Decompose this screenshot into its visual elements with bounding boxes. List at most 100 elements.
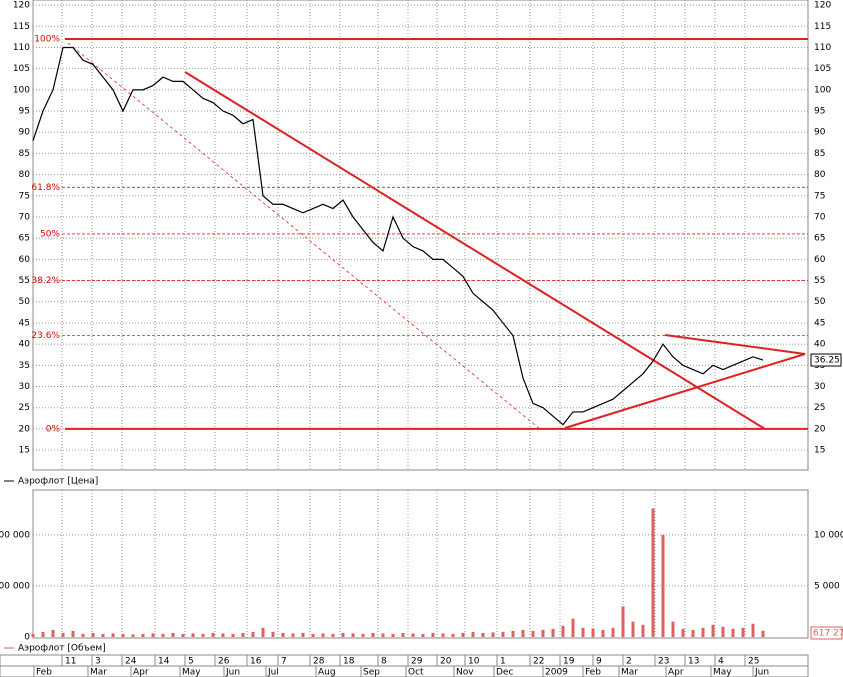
triangle-lower (564, 353, 806, 429)
month-label: Nov (456, 668, 474, 677)
volume-bar (251, 631, 255, 637)
level-label: 100% (34, 34, 60, 44)
volume-panel (32, 489, 809, 639)
volume-bar (571, 618, 575, 637)
month-label: Oct (408, 668, 424, 677)
volume-bar (431, 632, 435, 637)
month-label: Jun (754, 668, 769, 677)
volume-bar (261, 627, 265, 637)
x-tick-label: 29 (411, 657, 423, 667)
volume-bar (81, 633, 85, 637)
volume-bar (221, 633, 225, 637)
month-label: Feb (585, 668, 601, 677)
y2-tick-label: 65 (814, 234, 825, 244)
volume-bar (211, 632, 215, 637)
volume-bar (681, 628, 685, 637)
y2-tick-label: 55 (814, 276, 825, 286)
y2-tick-label: 60 (814, 255, 826, 265)
volume-bar (451, 633, 455, 637)
y-tick-label: 75 (19, 191, 30, 201)
volume-bar (281, 632, 285, 637)
x-tick-label: 8 (381, 657, 387, 667)
volume-bar (651, 508, 655, 637)
y-tick-label: 40 (19, 340, 31, 350)
volume-bar (531, 630, 535, 637)
x-tick-label: 11 (65, 657, 76, 667)
volume-bar (471, 631, 475, 637)
volume-bar (621, 606, 625, 637)
x-tick-label: 22 (533, 657, 544, 667)
volume-bar (161, 633, 165, 637)
volume-bar (421, 633, 425, 637)
last-volume-label: 617 274 (813, 629, 843, 639)
x-tick-label: 19 (563, 657, 575, 667)
volume-bar (511, 630, 515, 637)
volume-bar (101, 633, 105, 637)
volume-bar (661, 534, 665, 637)
volume-bar (61, 632, 65, 637)
y-tick-label: 30 (19, 382, 31, 392)
volume-bar (121, 633, 125, 637)
x-tick-label: 5 (188, 657, 194, 667)
x-tick-label: 24 (125, 657, 137, 667)
month-label: 2009 (545, 668, 568, 677)
x-tick-label: 20 (440, 657, 452, 667)
y-tick-label: 120 (13, 1, 30, 11)
volume-bar (691, 629, 695, 637)
y2-tick-label: 40 (814, 340, 826, 350)
volume-bar (631, 621, 635, 637)
volume-bar (541, 629, 545, 637)
x-tick-label: 13 (688, 657, 699, 667)
volume-bar (711, 624, 715, 637)
volume-bar (551, 628, 555, 637)
month-label: Apr (668, 668, 684, 677)
y2-tick-label: 105 (814, 64, 831, 74)
volume-bar (31, 633, 35, 637)
volume-bar (71, 630, 75, 637)
y-tick-label: 5 000 000 (0, 581, 30, 591)
volume-bar (331, 633, 335, 637)
volume-bar (111, 633, 115, 637)
x-tick-label: 18 (343, 657, 355, 667)
month-label: Apr (133, 668, 149, 677)
y-tick-label: 45 (19, 318, 30, 328)
volume-bar (741, 627, 745, 637)
volume-bar (641, 624, 645, 637)
x-tick-label: 10 (468, 657, 480, 667)
trend-line (184, 71, 766, 430)
volume-bar (401, 632, 405, 637)
y2-tick-label: 30 (814, 382, 826, 392)
volume-bar (481, 632, 485, 637)
x-tick-label: 9 (596, 657, 602, 667)
y-tick-label: 50 (19, 297, 31, 307)
level-label: 61.8% (31, 183, 60, 193)
level-label: 38.2% (31, 276, 60, 286)
y-tick-label: 115 (13, 22, 30, 32)
month-label: Feb (36, 668, 52, 677)
volume-bar (611, 627, 615, 637)
x-tick-label: 25 (748, 657, 759, 667)
price-line (32, 46, 764, 426)
volume-bar (411, 633, 415, 637)
y-tick-label: 20 (19, 424, 31, 434)
volume-bar (761, 630, 765, 637)
volume-bar (181, 633, 185, 637)
volume-bar (721, 626, 725, 637)
volume-bar (351, 633, 355, 637)
volume-bar (321, 633, 325, 637)
level-label: 50% (40, 229, 60, 239)
price-panel (32, 0, 809, 471)
volume-bar (731, 628, 735, 637)
volume-bar (141, 633, 145, 637)
y2-tick-label: 15 (814, 446, 825, 456)
level-label: 23.6% (31, 331, 60, 341)
y-tick-label: 80 (19, 170, 31, 180)
y-tick-label: 110 (13, 43, 30, 53)
volume-bar (581, 627, 585, 637)
volume-bar (521, 629, 525, 637)
volume-bar (491, 632, 495, 637)
y-tick-label: 85 (19, 149, 30, 159)
y-tick-label: 15 (19, 446, 30, 456)
volume-bar (561, 625, 565, 637)
y-tick-label: 10 000 000 (0, 530, 30, 540)
